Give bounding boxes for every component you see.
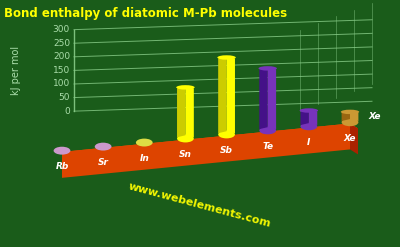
Ellipse shape — [259, 126, 276, 134]
Text: Rb: Rb — [55, 162, 69, 171]
Polygon shape — [350, 111, 358, 121]
Polygon shape — [309, 109, 317, 125]
Ellipse shape — [95, 143, 112, 151]
Ellipse shape — [54, 147, 70, 155]
Text: Sn: Sn — [179, 150, 192, 159]
Ellipse shape — [218, 130, 235, 138]
Text: 300: 300 — [53, 25, 70, 34]
Text: Xe: Xe — [344, 134, 356, 143]
Text: 200: 200 — [53, 52, 70, 61]
Ellipse shape — [258, 66, 277, 71]
Polygon shape — [226, 57, 235, 133]
Ellipse shape — [217, 55, 236, 60]
Polygon shape — [62, 124, 350, 178]
Polygon shape — [259, 67, 268, 129]
Ellipse shape — [176, 85, 195, 90]
Text: Xe: Xe — [368, 112, 380, 121]
Polygon shape — [350, 124, 358, 154]
Ellipse shape — [177, 135, 194, 143]
Text: In: In — [140, 154, 149, 163]
Text: 0: 0 — [64, 107, 70, 116]
Text: Sr: Sr — [98, 158, 109, 167]
Polygon shape — [177, 86, 186, 137]
Ellipse shape — [136, 139, 153, 146]
Text: I: I — [307, 138, 310, 147]
Text: kJ per mol: kJ per mol — [11, 46, 21, 95]
Text: 250: 250 — [53, 39, 70, 48]
Polygon shape — [62, 124, 358, 157]
Ellipse shape — [341, 110, 359, 114]
Ellipse shape — [300, 122, 317, 130]
Ellipse shape — [342, 118, 358, 126]
Text: 50: 50 — [58, 93, 70, 102]
Polygon shape — [218, 57, 226, 133]
Text: www.webelements.com: www.webelements.com — [128, 181, 272, 229]
Text: 100: 100 — [53, 80, 70, 88]
Text: 150: 150 — [53, 66, 70, 75]
Polygon shape — [268, 67, 276, 129]
Text: Te: Te — [262, 142, 273, 151]
Text: Bond enthalpy of diatomic M-Pb molecules: Bond enthalpy of diatomic M-Pb molecules — [4, 7, 287, 21]
Text: Sb: Sb — [220, 146, 233, 155]
Polygon shape — [186, 86, 194, 137]
Polygon shape — [342, 111, 350, 121]
Polygon shape — [300, 109, 309, 125]
Ellipse shape — [300, 108, 318, 113]
